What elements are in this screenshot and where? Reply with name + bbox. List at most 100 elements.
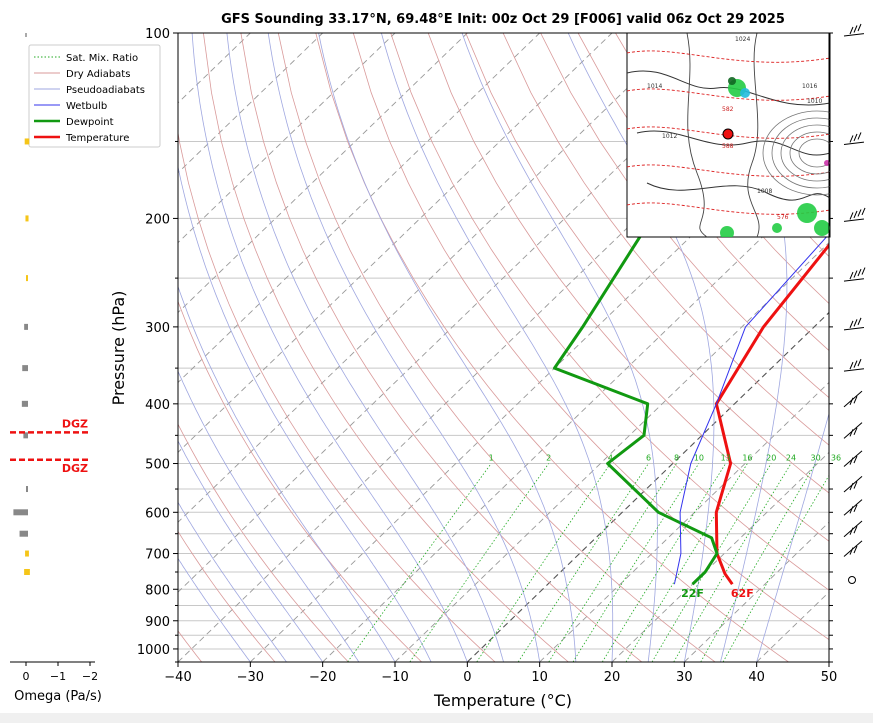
dry-adiabat [840, 33, 873, 662]
y-tick-label: 300 [145, 321, 170, 336]
wind-barb-staff [843, 278, 865, 282]
map-contour-label: 1010 [807, 98, 822, 105]
mixing-ratio-label: 4 [608, 454, 613, 463]
map-border [747, 33, 760, 237]
wind-barb-flag [853, 504, 858, 512]
wind-barb-flag [849, 212, 854, 220]
mixing-ratio-label: 10 [694, 454, 704, 463]
pseudoadiabat [178, 370, 360, 662]
pseudoadiabat [318, 33, 577, 662]
wind-barb-flag [853, 526, 858, 534]
wind-barb-flag [853, 545, 858, 554]
wind-barb-staff [843, 368, 865, 372]
map-contour-label: 1016 [802, 83, 817, 90]
x-tick-label: −30 [237, 670, 264, 685]
map-contour-label: 1014 [647, 83, 662, 90]
omega-bar [24, 138, 30, 145]
isotherm-line [684, 521, 829, 662]
omega-bar [23, 432, 28, 439]
map-pressure-contour [762, 110, 830, 196]
mixing-ratio-line [651, 463, 772, 662]
y-tick-label: 200 [145, 212, 170, 227]
wind-barb-staff [843, 141, 865, 145]
dgz-label: DGZ [62, 462, 88, 475]
wind-barb-flag [853, 270, 858, 278]
y-axis: 100 200 300 400 500 600 700 800 900 1000 [137, 27, 833, 663]
mixing-ratio-label: 24 [786, 454, 796, 463]
wind-barb-flag [849, 547, 854, 555]
wind-barb-flag [857, 23, 862, 32]
map-pressure-contour [771, 117, 830, 189]
mixing-ratio-label: 30 [810, 454, 820, 463]
isotherm-line [178, 33, 685, 523]
chart-title: GFS Sounding 33.17°N, 69.48°E Init: 00z … [221, 12, 785, 27]
dry-adiabat [427, 33, 829, 542]
map-precip-blob [728, 77, 736, 85]
omega-bar [26, 275, 28, 282]
dry-adiabat [540, 33, 829, 399]
map-precip-blob [720, 226, 734, 237]
dry-adiabat [277, 33, 716, 662]
wind-barb-flag [857, 209, 862, 217]
mixing-ratio-line [673, 463, 792, 662]
wind-barb-staff [843, 33, 865, 37]
pseudoadiabat [178, 557, 251, 662]
omega-bar [19, 530, 28, 537]
mixing-ratio-line [572, 463, 700, 662]
wind-barb-flag [849, 361, 854, 370]
wind-barb-flag [849, 271, 854, 280]
pseudoadiabat [178, 285, 396, 662]
mixing-ratio-label: 1 [489, 454, 494, 463]
legend: Sat. Mix. Ratio Dry Adiabats Pseudoadiabat… [28, 44, 161, 148]
wind-barb-flag [849, 506, 854, 514]
x-axis: −40 −30 −20 −10 0 10 20 30 40 50 [164, 662, 837, 685]
x-axis-label: Temperature (°C) [433, 691, 572, 710]
mixing-ratio-line [601, 463, 727, 662]
map-precip-blob [740, 88, 750, 98]
pseudoadiabat [178, 164, 432, 662]
dry-adiabat [390, 33, 829, 591]
legend-label: Pseudoadiabats [66, 85, 145, 96]
wind-barb-staff [843, 326, 865, 331]
wind-barb-staff [843, 218, 865, 222]
pseudoadiabat [381, 33, 614, 662]
y-tick-label: 1000 [137, 643, 170, 658]
mixing-ratio-line [409, 463, 550, 662]
map-location-marker [722, 128, 734, 140]
mixing-ratio-label: 16 [742, 454, 752, 463]
dry-adiabat [502, 33, 829, 446]
wind-barb-flag [857, 317, 862, 326]
pseudoadiabat [226, 33, 504, 662]
footer-strip [0, 713, 873, 723]
omega-bar [26, 486, 28, 493]
dry-adiabat [178, 423, 349, 662]
wind-barb-flag [857, 358, 862, 367]
y-tick-label: 700 [145, 548, 170, 563]
wind-barb-flag [849, 397, 854, 406]
dry-adiabat [615, 33, 829, 305]
y-tick-label: 400 [145, 398, 170, 413]
dgz-label: DGZ [62, 417, 88, 430]
legend-label: Wetbulb [66, 101, 107, 112]
wind-barb-flag [861, 207, 866, 216]
dry-adiabat [203, 33, 569, 662]
map-contour-label: 1012 [662, 133, 677, 140]
y-tick-label: 800 [145, 583, 170, 598]
x-tick-label: 0 [463, 670, 471, 685]
wind-barb-flag [853, 455, 858, 464]
dry-adiabat [240, 33, 643, 662]
wind-barb-flag [849, 457, 854, 465]
mixing-ratio-line [476, 463, 611, 662]
omega-bar [21, 400, 28, 407]
mixing-ratio-label: 13 [721, 454, 731, 463]
surface-temperature-label: 62F [731, 587, 754, 600]
surface-dewpoint-label: 22F [681, 587, 704, 600]
pseudoadiabat [178, 501, 287, 662]
map-border [636, 130, 830, 156]
x-tick-label: −20 [309, 670, 336, 685]
mixing-ratio-line [625, 463, 748, 662]
y-tick-label: 600 [145, 506, 170, 521]
map-thickness-contour [627, 50, 830, 63]
wind-barb-flag [853, 319, 858, 327]
